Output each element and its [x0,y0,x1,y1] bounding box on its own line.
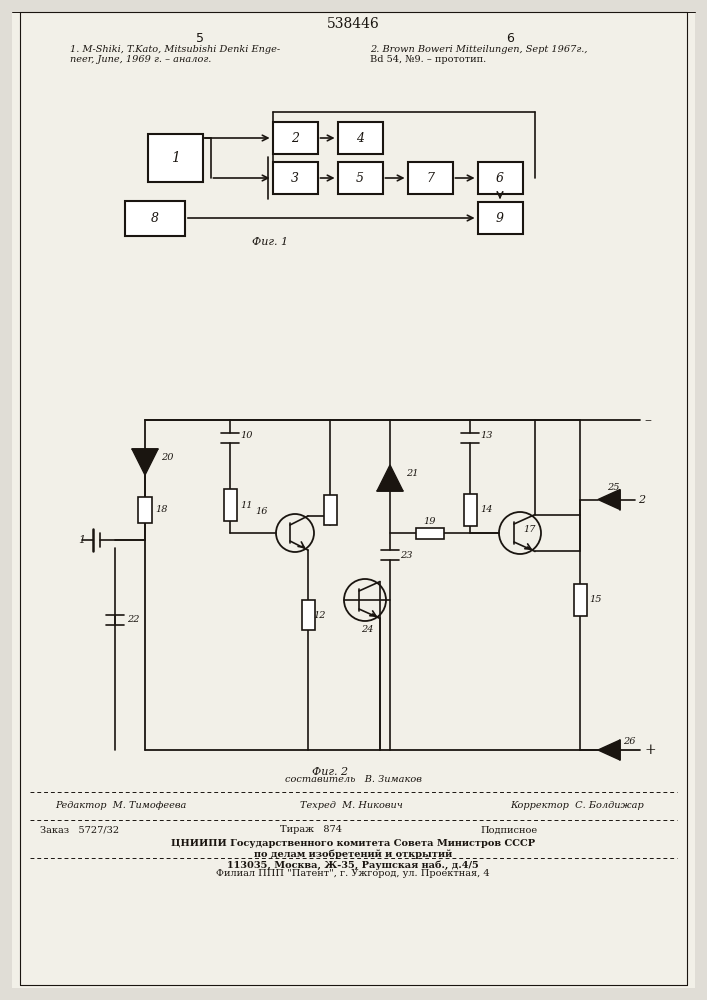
Text: 17: 17 [523,524,535,534]
Text: 19: 19 [423,518,436,526]
Text: 22: 22 [127,615,139,624]
Bar [148,134,202,182]
Text: 26: 26 [623,738,636,746]
Bar [301,600,315,630]
Text: 1. M-Shiki, T.Kato, Mitsubishi Denki Enge-: 1. M-Shiki, T.Kato, Mitsubishi Denki Eng… [70,45,280,54]
Text: neer, June, 1969 г. – аналог.: neer, June, 1969 г. – аналог. [70,55,211,64]
Text: 13: 13 [480,432,493,440]
Text: 14: 14 [480,506,493,514]
Text: 4: 4 [356,131,364,144]
Text: 1: 1 [170,151,180,165]
Bar [477,162,522,194]
Bar [464,494,477,526]
Polygon shape [132,449,158,475]
Text: 23: 23 [400,550,412,560]
Text: 9: 9 [496,212,504,225]
Polygon shape [377,465,403,491]
Bar [223,489,237,521]
Text: 3: 3 [291,172,299,184]
Text: 1: 1 [78,535,85,545]
Text: 8: 8 [151,212,159,225]
Text: Тираж   874: Тираж 874 [280,826,342,834]
Text: Подписное: Подписное [480,826,537,834]
Text: 7: 7 [426,172,434,184]
Text: Фиг. 2: Фиг. 2 [312,767,348,777]
Bar [272,122,317,154]
Text: +: + [644,743,655,757]
Bar [337,162,382,194]
Text: Заказ   5727/32: Заказ 5727/32 [40,826,119,834]
Text: 538446: 538446 [327,17,380,31]
Text: 18: 18 [155,506,168,514]
Bar [272,162,317,194]
Text: 113035, Москва, Ж-35, Раушская наб., д.4/5: 113035, Москва, Ж-35, Раушская наб., д.4… [227,860,479,870]
Text: Филиал ППП "Патент", г. Ужгород, ул. Проектная, 4: Филиал ППП "Патент", г. Ужгород, ул. Про… [216,869,490,879]
Bar [337,122,382,154]
Text: Корректор  С. Болдижар: Корректор С. Болдижар [510,802,644,810]
Bar [477,202,522,234]
Bar [125,200,185,235]
Text: 2. Brown Boweri Mitteilungen, Sept 1967г.,: 2. Brown Boweri Mitteilungen, Sept 1967г… [370,45,588,54]
Polygon shape [598,490,620,510]
Text: по делам изобретений и открытий: по делам изобретений и открытий [254,849,452,859]
Text: Фиг. 1: Фиг. 1 [252,237,288,247]
Bar [138,497,152,523]
Bar [573,584,587,616]
Text: 24: 24 [361,626,373,635]
Text: 2: 2 [638,495,645,505]
Text: 21: 21 [406,470,419,479]
Text: 5: 5 [356,172,364,184]
Text: –: – [644,413,651,427]
Text: 10: 10 [240,432,252,440]
Text: 11: 11 [240,500,252,510]
Bar [324,495,337,525]
Text: 5: 5 [196,31,204,44]
Text: 25: 25 [607,483,619,492]
Bar [416,528,444,538]
Text: Техред  М. Никович: Техред М. Никович [300,802,403,810]
Text: Bd 54, №9. – прототип.: Bd 54, №9. – прототип. [370,55,486,64]
Text: 16: 16 [255,508,268,516]
Text: 6: 6 [506,31,514,44]
Text: 15: 15 [589,595,602,604]
Text: составитель   В. Зимаков: составитель В. Зимаков [284,776,421,784]
Text: 2: 2 [291,131,299,144]
Text: 20: 20 [161,454,173,462]
Polygon shape [598,740,620,760]
Text: 12: 12 [313,610,325,619]
Bar [407,162,452,194]
Text: ЦНИИПИ Государственного комитета Совета Министров СССР: ЦНИИПИ Государственного комитета Совета … [171,838,535,848]
Text: 6: 6 [496,172,504,184]
Text: Редактор  М. Тимофеева: Редактор М. Тимофеева [55,802,187,810]
